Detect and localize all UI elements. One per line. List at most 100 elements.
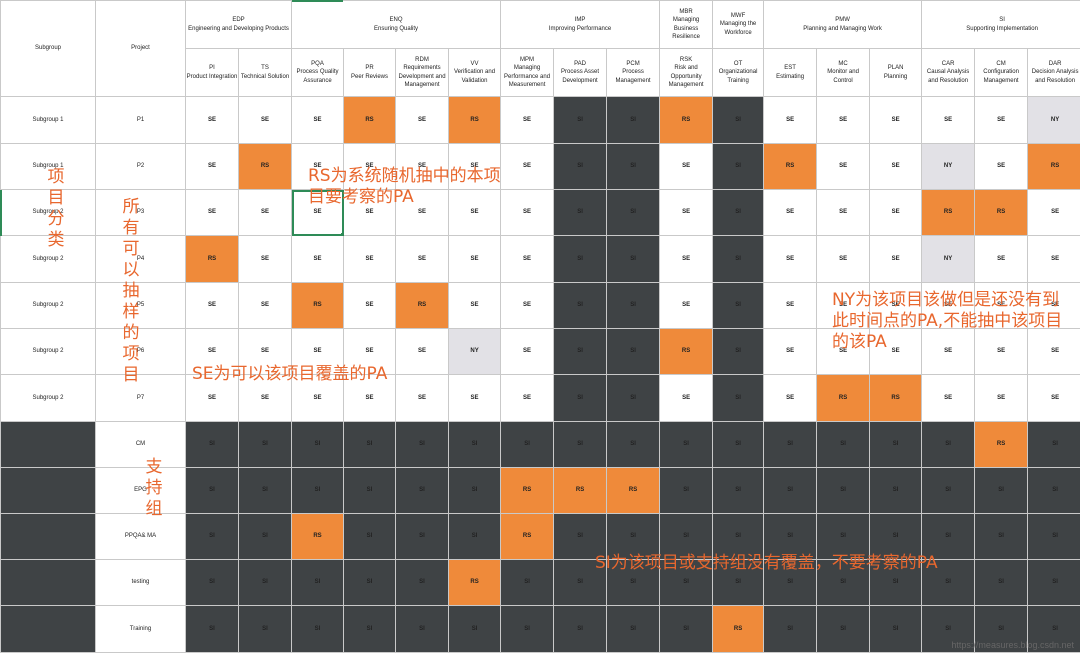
subgroup-cell[interactable] (0, 513, 96, 560)
subgroup-cell[interactable] (0, 559, 96, 606)
pa-header-rdm[interactable]: RDM Requirements Development and Manageme… (395, 48, 450, 97)
status-cell[interactable]: SE (395, 235, 450, 283)
status-cell[interactable]: SI (712, 235, 765, 283)
status-cell[interactable]: SI (606, 282, 661, 329)
pa-header-pad[interactable]: PAD Process Asset Development (553, 48, 608, 97)
pa-header-rsk[interactable]: RSK Risk and Opportunity Management (659, 48, 714, 97)
status-cell[interactable]: SE (291, 189, 345, 236)
status-cell[interactable]: SI (237, 559, 293, 606)
status-cell[interactable]: SE (816, 282, 871, 329)
subgroup-cell[interactable]: Subgroup 2 (0, 282, 96, 329)
subgroup-cell[interactable]: Subgroup 2 (0, 235, 96, 283)
project-cell[interactable]: EPG (95, 467, 186, 514)
group-header-imp[interactable]: IMP Improving Performance (500, 0, 661, 49)
status-cell[interactable]: RS (237, 143, 293, 190)
group-header-mbr[interactable]: MBR Managing Business Resilience (659, 0, 714, 49)
status-cell[interactable]: SI (974, 605, 1029, 653)
status-cell[interactable]: SI (185, 467, 239, 514)
pa-header-mpm[interactable]: MPM Managing Performance and Measurement (500, 48, 555, 97)
subgroup-header[interactable]: Subgroup (0, 0, 96, 97)
status-cell[interactable]: RS (291, 282, 345, 329)
status-cell[interactable]: SI (553, 421, 608, 468)
pa-header-mc[interactable]: MC Monitor and Control (816, 48, 871, 97)
status-cell[interactable]: SE (291, 235, 345, 283)
subgroup-cell[interactable]: Subgroup 2 (0, 374, 96, 422)
status-cell[interactable]: SE (500, 374, 555, 422)
status-cell[interactable]: SI (712, 282, 765, 329)
status-cell[interactable]: SI (1027, 559, 1080, 606)
status-cell[interactable]: SI (606, 605, 661, 653)
status-cell[interactable]: RS (712, 605, 765, 653)
status-cell[interactable]: SE (237, 282, 293, 329)
pa-header-plan[interactable]: PLAN Planning (869, 48, 923, 97)
project-cell[interactable]: P1 (95, 96, 186, 144)
project-cell[interactable]: P3 (95, 189, 186, 236)
status-cell[interactable]: SI (816, 513, 871, 560)
status-cell[interactable]: SI (291, 421, 345, 468)
status-cell[interactable]: SE (816, 235, 871, 283)
status-cell[interactable]: SI (553, 143, 608, 190)
status-cell[interactable]: SE (448, 235, 502, 283)
status-cell[interactable]: SE (763, 328, 818, 375)
status-cell[interactable]: SE (763, 374, 818, 422)
status-cell[interactable]: SI (500, 605, 555, 653)
status-cell[interactable]: SI (659, 421, 714, 468)
pa-header-car[interactable]: CAR Causal Analysis and Resolution (921, 48, 976, 97)
status-cell[interactable]: RS (816, 374, 871, 422)
status-cell[interactable]: SE (500, 282, 555, 329)
status-cell[interactable]: SI (606, 328, 661, 375)
subgroup-cell[interactable]: Subgroup 1 (0, 143, 96, 190)
status-cell[interactable]: SI (869, 513, 923, 560)
status-cell[interactable]: SI (606, 96, 661, 144)
status-cell[interactable]: SI (553, 374, 608, 422)
status-cell[interactable]: SE (343, 282, 397, 329)
status-cell[interactable]: SE (1027, 282, 1080, 329)
status-cell[interactable]: SE (500, 143, 555, 190)
status-cell[interactable]: SI (500, 559, 555, 606)
status-cell[interactable]: SI (395, 467, 450, 514)
status-cell[interactable]: SI (974, 559, 1029, 606)
status-cell[interactable]: SI (343, 605, 397, 653)
project-header[interactable]: Project (95, 0, 186, 97)
status-cell[interactable]: SI (448, 421, 502, 468)
status-cell[interactable]: SI (921, 467, 976, 514)
status-cell[interactable]: SI (763, 421, 818, 468)
status-cell[interactable]: SE (185, 96, 239, 144)
status-cell[interactable]: SI (291, 467, 345, 514)
status-cell[interactable]: SE (1027, 374, 1080, 422)
status-cell[interactable]: SI (553, 513, 608, 560)
status-cell[interactable]: SI (237, 421, 293, 468)
status-cell[interactable]: RS (659, 96, 714, 144)
status-cell[interactable]: SE (185, 143, 239, 190)
status-cell[interactable]: SE (974, 235, 1029, 283)
status-cell[interactable]: SI (921, 605, 976, 653)
status-cell[interactable]: SI (343, 559, 397, 606)
status-cell[interactable]: NY (921, 235, 976, 283)
status-cell[interactable]: SE (395, 96, 450, 144)
status-cell[interactable]: SI (553, 189, 608, 236)
status-cell[interactable]: SE (185, 189, 239, 236)
status-cell[interactable]: RS (659, 328, 714, 375)
status-cell[interactable]: SE (395, 328, 450, 375)
status-cell[interactable]: SI (553, 559, 608, 606)
status-cell[interactable]: SI (869, 605, 923, 653)
status-cell[interactable]: SI (553, 235, 608, 283)
status-cell[interactable]: SI (1027, 421, 1080, 468)
status-cell[interactable]: SI (606, 559, 661, 606)
status-cell[interactable]: SE (1027, 328, 1080, 375)
project-cell[interactable]: CM (95, 421, 186, 468)
pa-header-est[interactable]: EST Estimating (763, 48, 818, 97)
project-cell[interactable]: P2 (95, 143, 186, 190)
status-cell[interactable]: SE (343, 189, 397, 236)
status-cell[interactable]: RS (921, 189, 976, 236)
status-cell[interactable]: SI (237, 513, 293, 560)
status-cell[interactable]: SE (869, 282, 923, 329)
status-cell[interactable]: SE (291, 328, 345, 375)
status-cell[interactable]: RS (500, 467, 555, 514)
status-cell[interactable]: SE (659, 282, 714, 329)
status-cell[interactable]: SI (1027, 467, 1080, 514)
group-header-mwf[interactable]: MWF Managing the Workforce (712, 0, 765, 49)
status-cell[interactable]: SE (500, 96, 555, 144)
status-cell[interactable]: SI (763, 513, 818, 560)
pa-header-pr[interactable]: PR Peer Reviews (343, 48, 397, 97)
